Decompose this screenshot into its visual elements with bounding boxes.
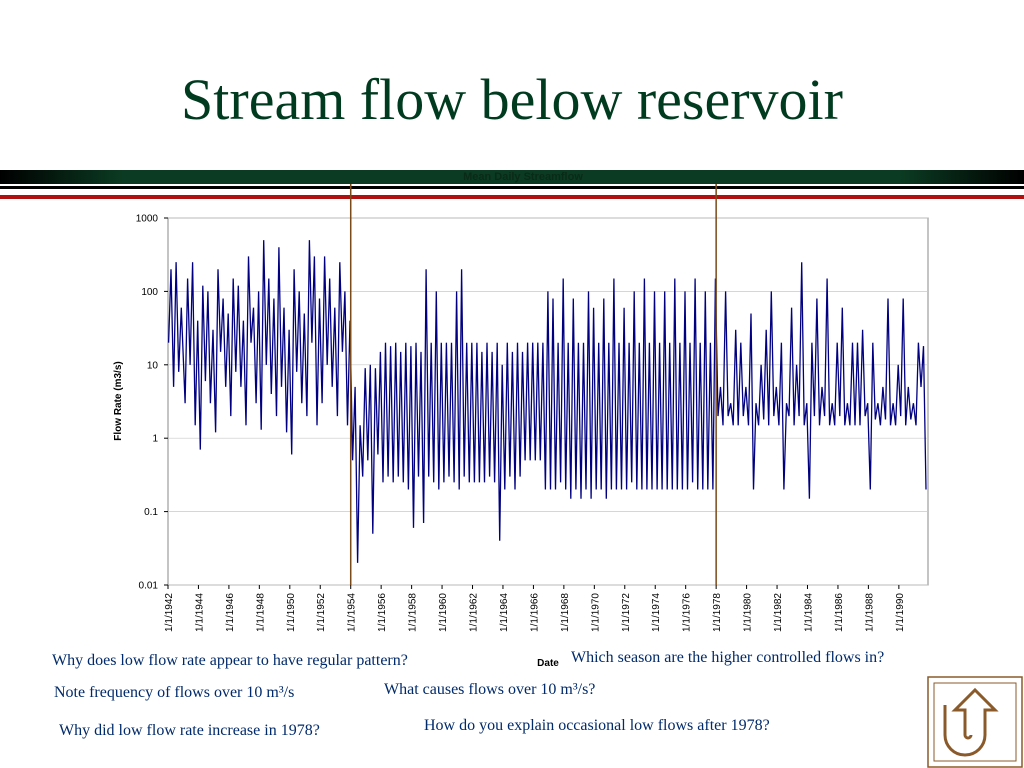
x-tick-label: 1/1/1988 (864, 593, 875, 632)
x-tick-label: 1/1/1978 (712, 593, 723, 632)
x-tick-label: 1/1/1944 (194, 593, 205, 632)
chart-title: Mean Daily Streamflow (463, 171, 583, 183)
question: Why does low flow rate appear to have re… (52, 652, 408, 669)
x-tick-label: 1/1/1954 (347, 593, 358, 632)
x-tick-label: 1/1/1972 (621, 593, 632, 632)
home-button[interactable] (927, 676, 1023, 768)
x-tick-label: 1/1/1964 (499, 593, 510, 632)
x-tick-label: 1/1/1942 (164, 593, 175, 632)
x-tick-label: 1/1/1950 (286, 593, 297, 632)
y-tick-label: 10 (147, 360, 159, 371)
x-tick-label: 1/1/1968 (560, 593, 571, 632)
header-bar (0, 170, 1024, 184)
x-tick-label: 1/1/1984 (803, 593, 814, 632)
question: Which season are the higher controlled f… (571, 649, 885, 666)
x-tick-label: 1/1/1960 (438, 593, 449, 632)
y-tick-label: 0.1 (144, 507, 158, 518)
y-tick-label: 1 (152, 434, 158, 445)
header-rule (0, 195, 1024, 199)
x-tick-label: 1/1/1976 (682, 593, 693, 632)
question: Why did low flow rate increase in 1978? (59, 722, 320, 739)
x-tick-label: 1/1/1966 (529, 593, 540, 632)
slide-title: Stream flow below reservoir (181, 67, 843, 132)
x-tick-label: 1/1/1982 (773, 593, 784, 632)
question: Note frequency of flows over 10 m³/s (54, 684, 295, 701)
x-tick-label: 1/1/1970 (590, 593, 601, 632)
x-tick-label: 1/1/1974 (651, 593, 662, 632)
x-tick-label: 1/1/1986 (834, 593, 845, 632)
x-tick-label: 1/1/1962 (469, 593, 480, 632)
y-tick-label: 100 (141, 287, 158, 298)
x-axis-label: Date (537, 658, 559, 669)
y-axis-label: Flow Rate (m3/s) (113, 361, 124, 440)
y-tick-label: 1000 (136, 214, 159, 225)
flow-line (167, 240, 927, 563)
x-tick-label: 1/1/1980 (743, 593, 754, 632)
x-tick-label: 1/1/1958 (408, 593, 419, 632)
x-tick-label: 1/1/1948 (255, 593, 266, 632)
x-tick-label: 1/1/1946 (225, 593, 236, 632)
question: How do you explain occasional low flows … (424, 717, 770, 734)
x-tick-label: 1/1/1990 (895, 593, 906, 632)
y-tick-label: 0.01 (139, 581, 159, 592)
question: What causes flows over 10 m³/s? (384, 681, 596, 698)
x-tick-label: 1/1/1956 (377, 593, 388, 632)
header-rule (0, 186, 1024, 189)
x-tick-label: 1/1/1952 (316, 593, 327, 632)
